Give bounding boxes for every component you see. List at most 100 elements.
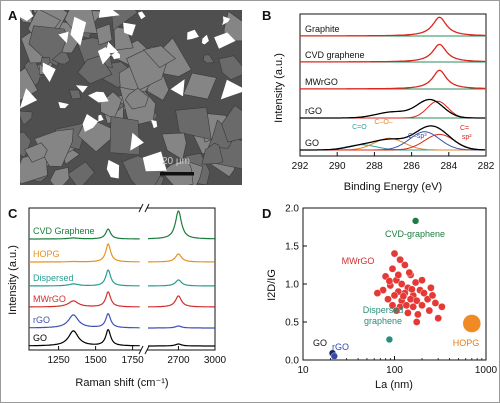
scatter-point [412,296,421,305]
substrate-gap [20,10,34,21]
scatter-point [438,302,446,311]
substrate-gap [97,47,111,65]
scatter-annotation: MWrGO [342,256,375,266]
plot-b-xlabel: Binding Energy (eV) [344,181,442,193]
raman-curve [148,253,215,263]
plot-b-axes [299,13,487,157]
xps-curve [300,125,486,151]
tick-label: 3000 [204,355,227,366]
axis-break-mark [144,203,150,213]
axis-break-mark [144,345,150,355]
tick-label: 2.0 [285,204,299,215]
substrate-gap [105,41,119,54]
scatter-point [409,302,418,311]
raman-curve [29,269,140,287]
substrate-gap [187,29,199,40]
graphene-flake [161,132,187,161]
panel-c: C CVD Graphene HOPG Dispersed MWrGO rGO GO 12… [7,203,227,389]
xps-curve [300,98,486,119]
axis-break-mark [138,345,144,355]
tick-label: 1250 [47,355,70,366]
tick-label: 1.5 [285,242,299,253]
graphene-flake [24,142,48,163]
raman-curve [148,325,215,329]
graphene-flake [221,104,242,143]
graphene-flake [68,89,82,100]
plot-c-xlabel: Raman shift (cm⁻¹) [75,377,168,389]
scatter-point [408,285,416,294]
raman-series-label: GO [33,333,47,343]
scatter-point [388,301,397,310]
graphene-flake [182,72,217,100]
plot-d-ylabel: I2D/IG [266,269,278,301]
substrate-gap [170,79,185,97]
tick-label: 2700 [167,355,190,366]
graphene-flake [142,45,176,68]
plot-d-ticks: 0.0 0.5 1.0 1.5 2.0 10 100 1000 [285,204,497,377]
scatter-point [388,264,397,273]
scatter-point [405,268,414,277]
panel-d: D 0.0 0.5 1.0 1.5 2.0 10 100 1000 CVD-graphene M… [262,204,498,392]
graphene-flake [203,54,215,64]
raman-curve [29,228,140,240]
scatter-point [412,318,421,326]
graphene-flake [218,55,242,81]
tick-label: 284 [440,161,457,172]
scatter-annotation: GO [313,338,327,348]
scatter-point [431,299,440,307]
go-component-label: C–sp³ [408,133,427,140]
xps-curve [300,43,486,63]
raman-series-label: Dispersed [33,273,74,283]
substrate-gap [201,34,209,45]
xps-series-label: MWrGO [305,77,338,87]
scatter-point [392,306,401,315]
substrate-gap [58,101,69,109]
scatter-point [412,217,420,225]
plot-d-xlabel: La (nm) [375,379,413,391]
panel-label-b: B [262,8,271,23]
substrate-gap [98,10,120,18]
scatter-annotation: Dispersed [363,305,404,315]
scatter-point [385,335,394,344]
panel-b: B Graphite CVD graphene MWrGO rGO GO C=O C–O– C… [262,8,495,193]
tick-label: 286 [403,161,420,172]
scatter-point [394,271,403,279]
substrate-gap [222,16,231,26]
scatter-point [385,277,394,285]
scatter-point [396,255,404,264]
scatter-point [411,278,420,287]
substrate-gap [123,22,136,36]
axis-break-gap [141,347,147,353]
substrate-gap [70,16,87,46]
xps-series-label: GO [305,138,319,148]
panel-label-a: A [8,8,18,23]
scatter-point [384,295,392,304]
scatter-point [390,249,399,258]
axis-break-mark [138,203,144,213]
scatter-annotation: graphene [364,316,402,326]
graphene-flake [33,128,74,167]
scale-bar-label: 20 µm [162,156,190,167]
xps-series-label: rGO [305,106,322,116]
raman-curve [148,343,215,347]
raman-curve [29,243,140,263]
plot-c-series: CVD Graphene HOPG Dispersed MWrGO rGO GO [28,210,215,347]
scatter-annotation: CVD-graphene [385,229,445,239]
scatter-point [420,289,428,297]
substrate-gap [151,120,158,129]
tick-label: 290 [329,161,346,172]
scatter-annotation: rGO [332,342,349,352]
raman-series-label: HOPG [33,249,60,259]
plot-c-axes [28,207,216,351]
raman-curve [148,295,215,308]
graphene-flake [161,158,194,185]
substrate-gap [98,114,104,122]
scatter-point [434,314,443,323]
raman-curve [29,291,140,308]
substrate-gap [111,51,120,60]
substrate-gap [220,79,242,100]
graphene-flake [175,106,212,140]
raman-curve [148,279,215,287]
tick-label: 1.0 [285,280,299,291]
go-component-label: C–O– [374,119,392,126]
